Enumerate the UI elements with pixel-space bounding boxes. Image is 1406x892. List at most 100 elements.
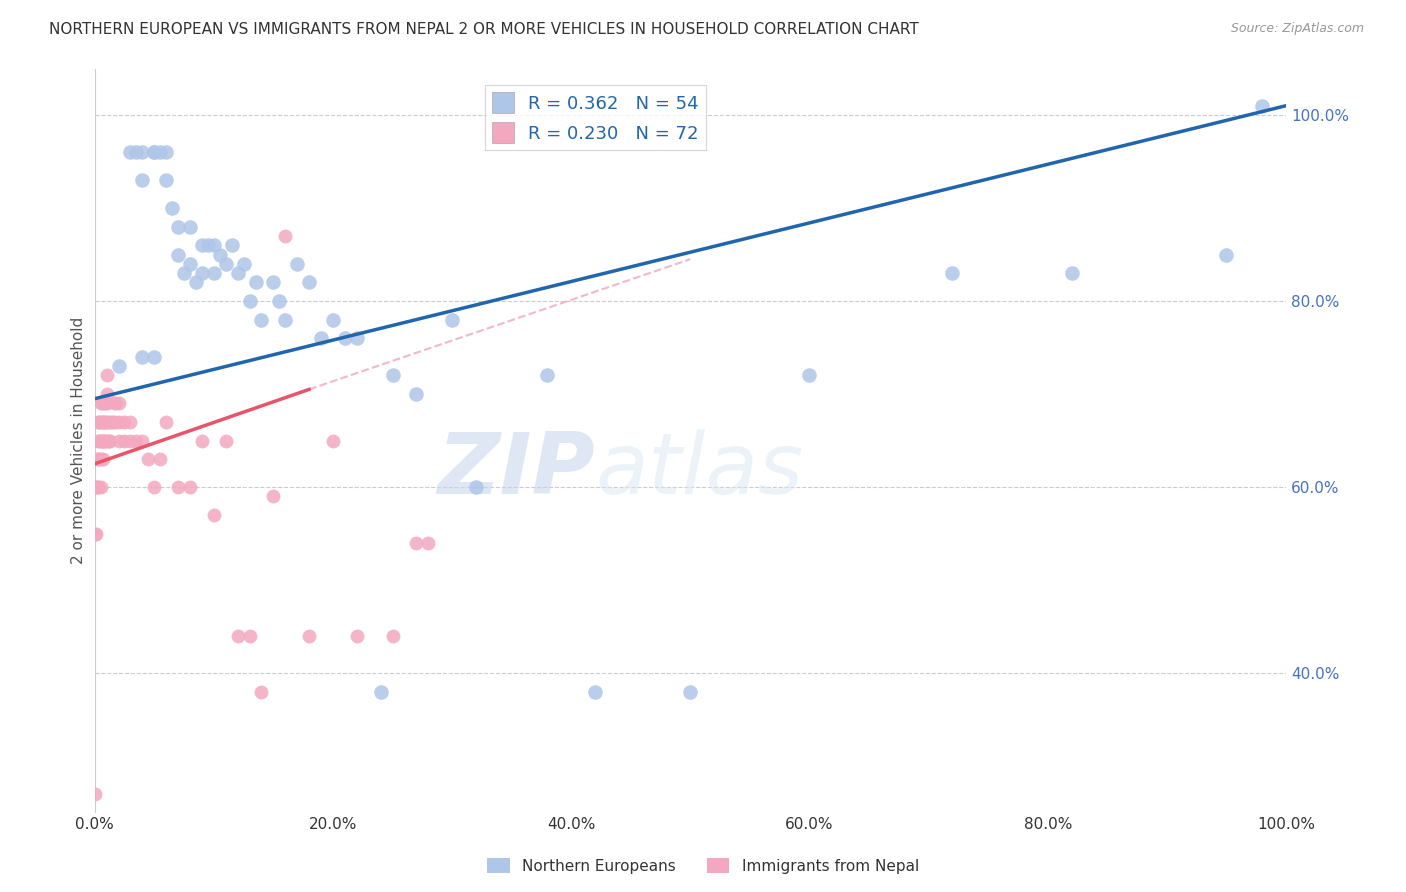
Point xyxy=(83,526,105,541)
Point xyxy=(120,415,142,429)
Point xyxy=(346,331,368,345)
Point xyxy=(184,276,207,290)
Point xyxy=(191,266,214,280)
Point xyxy=(131,350,153,364)
Point xyxy=(179,480,201,494)
Point xyxy=(226,266,249,280)
Point xyxy=(441,312,464,326)
Point xyxy=(84,526,107,541)
Point xyxy=(90,434,112,448)
Point xyxy=(239,629,262,643)
Point xyxy=(221,238,243,252)
Point xyxy=(1251,99,1274,113)
Point xyxy=(87,452,110,467)
Point xyxy=(89,434,111,448)
Point xyxy=(464,480,486,494)
Point xyxy=(322,434,344,448)
Point xyxy=(143,350,166,364)
Point xyxy=(262,276,284,290)
Point xyxy=(173,266,195,280)
Point xyxy=(101,415,124,429)
Point xyxy=(155,145,177,160)
Point xyxy=(167,480,190,494)
Point xyxy=(96,434,118,448)
Point xyxy=(90,396,112,410)
Point xyxy=(93,396,115,410)
Point xyxy=(418,536,440,550)
Point xyxy=(125,145,148,160)
Point xyxy=(155,173,177,187)
Point xyxy=(90,415,112,429)
Point xyxy=(269,293,291,308)
Point xyxy=(94,396,117,410)
Point xyxy=(98,415,121,429)
Point xyxy=(250,312,273,326)
Point xyxy=(131,145,153,160)
Point xyxy=(84,480,107,494)
Point xyxy=(131,434,153,448)
Point xyxy=(941,266,963,280)
Point xyxy=(179,219,201,234)
Point xyxy=(90,434,112,448)
Legend: Northern Europeans, Immigrants from Nepal: Northern Europeans, Immigrants from Nepa… xyxy=(481,852,925,880)
Point xyxy=(91,452,114,467)
Point xyxy=(191,434,214,448)
Point xyxy=(197,238,219,252)
Point xyxy=(105,396,128,410)
Point xyxy=(167,219,190,234)
Point xyxy=(583,684,606,698)
Point xyxy=(381,629,404,643)
Point xyxy=(86,480,108,494)
Point xyxy=(179,257,201,271)
Point xyxy=(298,276,321,290)
Point xyxy=(89,415,111,429)
Point xyxy=(381,368,404,383)
Point xyxy=(1215,247,1237,261)
Point xyxy=(107,415,129,429)
Point xyxy=(87,434,110,448)
Point xyxy=(149,145,172,160)
Point xyxy=(155,415,177,429)
Point xyxy=(89,452,111,467)
Point xyxy=(679,684,702,698)
Point xyxy=(91,434,114,448)
Text: NORTHERN EUROPEAN VS IMMIGRANTS FROM NEPAL 2 OR MORE VEHICLES IN HOUSEHOLD CORRE: NORTHERN EUROPEAN VS IMMIGRANTS FROM NEP… xyxy=(49,22,920,37)
Point xyxy=(107,359,129,373)
Point xyxy=(96,387,118,401)
Point xyxy=(215,257,238,271)
Point xyxy=(136,452,159,467)
Point xyxy=(149,452,172,467)
Point xyxy=(91,415,114,429)
Point xyxy=(94,434,117,448)
Point xyxy=(96,415,118,429)
Point xyxy=(143,145,166,160)
Point xyxy=(120,434,142,448)
Point xyxy=(215,434,238,448)
Point xyxy=(96,368,118,383)
Point xyxy=(100,415,122,429)
Point xyxy=(86,452,108,467)
Point xyxy=(93,434,115,448)
Point xyxy=(262,489,284,503)
Point xyxy=(98,434,121,448)
Point xyxy=(125,434,148,448)
Point xyxy=(87,415,110,429)
Point xyxy=(114,415,136,429)
Point xyxy=(333,331,356,345)
Point xyxy=(202,266,225,280)
Point xyxy=(245,276,267,290)
Point xyxy=(143,145,166,160)
Point xyxy=(87,480,110,494)
Point xyxy=(239,293,262,308)
Point xyxy=(202,508,225,522)
Point xyxy=(93,415,115,429)
Point xyxy=(98,434,121,448)
Point xyxy=(96,396,118,410)
Point xyxy=(90,452,112,467)
Point xyxy=(83,787,105,801)
Point xyxy=(131,173,153,187)
Point xyxy=(202,238,225,252)
Point xyxy=(274,312,297,326)
Point xyxy=(160,201,183,215)
Point xyxy=(107,434,129,448)
